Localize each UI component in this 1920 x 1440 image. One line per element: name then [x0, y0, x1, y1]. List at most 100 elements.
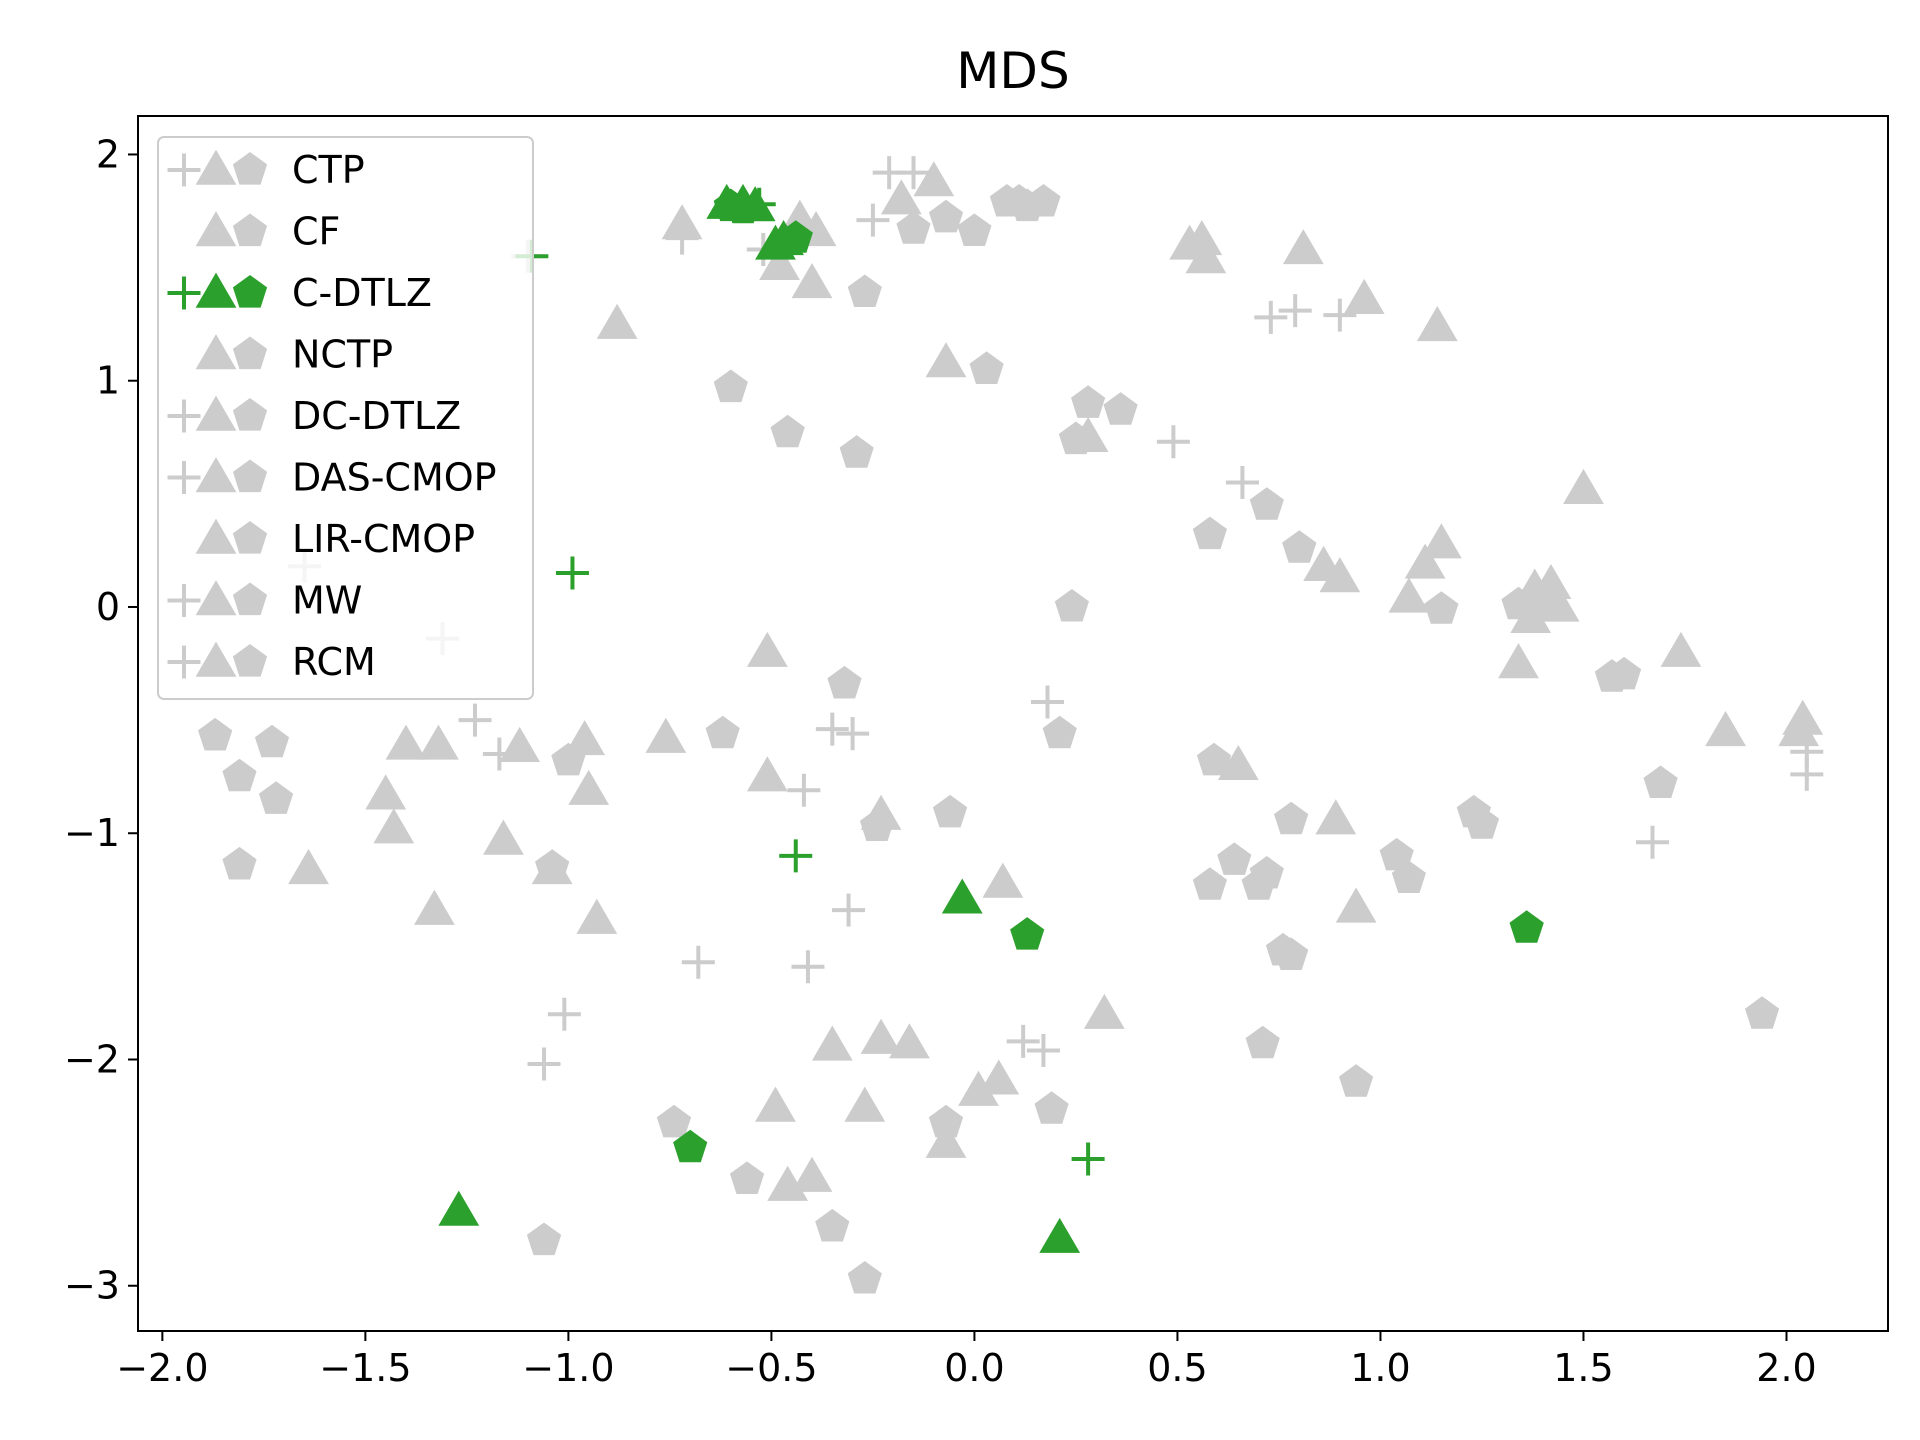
other-triangle-point: [1181, 220, 1223, 256]
plot-frame: [137, 115, 1889, 1332]
other-triangle-point: [913, 161, 955, 197]
other-triangle-point: [1185, 238, 1227, 274]
legend-label: MW: [292, 579, 362, 623]
legend-pentagon-icon: [232, 336, 268, 370]
other-triangle-point: [483, 819, 524, 855]
other-triangle-point: [925, 342, 967, 378]
legend-pentagon-icon: [232, 521, 268, 554]
other-triangle-point: [1319, 557, 1361, 593]
other-plus-point: [815, 712, 849, 746]
other-pentagon-point: [1192, 867, 1227, 900]
other-pentagon-point: [932, 794, 968, 828]
other-pentagon-point: [1424, 591, 1459, 624]
other-triangle-point: [564, 720, 606, 756]
other-plus-point: [1636, 825, 1669, 859]
legend-plus-icon: [167, 584, 201, 617]
other-triangle-point: [811, 1025, 853, 1061]
other-plus-point: [1323, 298, 1357, 332]
legend-plus-icon: [167, 461, 201, 494]
other-pentagon-point: [1249, 856, 1284, 889]
y-axis: −3 −2 −1 0 1 2: [64, 132, 138, 1308]
c-dtlz-plus-point: [555, 556, 589, 590]
other-plus-point: [527, 1047, 561, 1081]
other-pentagon-point: [839, 435, 874, 468]
other-pentagon-point: [1217, 842, 1252, 875]
other-pentagon-point: [1249, 487, 1284, 520]
legend-triangle-icon: [195, 641, 237, 677]
other-triangle-point: [844, 1086, 886, 1122]
other-triangle-point: [1705, 711, 1746, 747]
c-dtlz-pentagon-point: [1509, 910, 1544, 943]
other-pentagon-point: [1464, 806, 1500, 839]
other-triangle-point: [860, 1018, 902, 1054]
c-dtlz-triangle-point: [438, 1190, 480, 1226]
other-pentagon-point: [847, 1261, 882, 1294]
other-triangle-point: [925, 1122, 967, 1158]
other-triangle-point: [791, 1156, 833, 1192]
other-plus-point: [1225, 466, 1259, 500]
other-pentagon-point: [1034, 1091, 1069, 1124]
legend-pentagon-icon: [232, 582, 268, 616]
y-tick-label: −1: [64, 811, 120, 855]
other-pentagon-point: [1192, 516, 1227, 550]
other-pentagon-point: [1196, 742, 1232, 776]
other-plus-point: [897, 156, 931, 190]
other-triangle-point: [1538, 586, 1580, 622]
other-triangle-point: [1083, 993, 1125, 1029]
legend: CTP CF C-DTLZ NCTP DC-DTLZ DAS-CMOP LIR-CMOP MW…: [157, 136, 534, 700]
other-plus-point: [681, 945, 715, 979]
other-plus-point: [1790, 757, 1824, 791]
legend-label: NCTP: [292, 333, 393, 377]
other-triangle-point: [746, 756, 788, 792]
other-triangle-point: [1420, 523, 1462, 559]
other-pentagon-point: [1282, 530, 1317, 563]
other-pentagon-point: [1339, 1064, 1374, 1097]
c-dtlz-pentagon-point: [1010, 917, 1045, 950]
other-plus-point: [856, 203, 890, 237]
c-dtlz-triangle-point: [1039, 1217, 1081, 1253]
y-tick-label: 2: [96, 132, 120, 176]
other-pentagon-point: [198, 717, 233, 751]
c-dtlz-plus-point: [1071, 1142, 1105, 1176]
other-triangle-point: [1404, 543, 1446, 579]
other-triangle-point: [373, 808, 415, 844]
other-pentagon-point: [1274, 801, 1309, 835]
x-axis: −2.0 −1.5 −1.0 −0.5 0.0 0.5 1.0 1.5 2.0: [116, 1331, 1817, 1390]
legend-triangle-icon: [195, 149, 237, 185]
other-triangle-point: [1563, 468, 1604, 505]
other-plus-point: [1278, 294, 1312, 328]
legend-triangle-icon: [195, 395, 237, 431]
other-pentagon-point: [928, 199, 964, 233]
other-triangle-point: [767, 1165, 809, 1201]
other-plus-point: [836, 717, 870, 751]
legend-label: DC-DTLZ: [292, 394, 461, 438]
other-pentagon-point: [896, 211, 931, 244]
c-dtlz-pentagon-point: [725, 190, 761, 224]
other-pentagon-point: [258, 781, 294, 814]
other-pentagon-point: [1274, 937, 1309, 970]
other-triangle-point: [414, 889, 455, 925]
other-pentagon-point: [1643, 765, 1678, 798]
legend-plus-icon: [167, 276, 201, 310]
other-plus-point: [547, 997, 581, 1031]
y-tick-label: −3: [64, 1264, 120, 1308]
other-pentagon-point: [1379, 837, 1414, 871]
other-triangle-point: [958, 1070, 999, 1106]
legend-pentagon-icon: [232, 275, 268, 308]
other-triangle-point: [385, 724, 427, 760]
legend-triangle-icon: [195, 334, 237, 370]
chart-title: MDS: [956, 42, 1069, 100]
y-tick-label: 1: [96, 359, 120, 403]
legend-triangle-icon: [195, 272, 237, 308]
other-triangle-point: [1343, 278, 1385, 314]
other-triangle-point: [418, 724, 459, 760]
other-pentagon-point: [254, 724, 290, 758]
legend-label: DAS-CMOP: [292, 456, 497, 500]
x-tick-label: 1.0: [1350, 1346, 1410, 1390]
other-pentagon-point: [222, 758, 257, 792]
other-pentagon-point: [713, 369, 748, 403]
other-pentagon-point: [1042, 715, 1077, 749]
x-tick-label: −2.0: [116, 1346, 208, 1390]
other-pentagon-point: [1745, 996, 1780, 1029]
x-tick-label: 1.5: [1553, 1346, 1613, 1390]
